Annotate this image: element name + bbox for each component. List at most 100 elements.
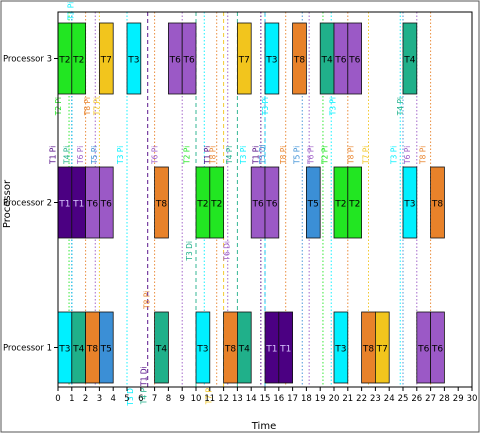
x-tick-label: 25 [398, 394, 409, 404]
x-tick-label: 24 [384, 394, 395, 404]
task-bar-label: T1 [279, 345, 291, 355]
task-bar [374, 311, 390, 384]
task-bar-label: T2 [334, 200, 346, 210]
task-bar [333, 311, 349, 384]
task-bar-label: T3 [265, 56, 277, 66]
task-bar-label: T6 [417, 345, 429, 355]
task-bar-label: T4 [320, 56, 332, 66]
x-tick-label: 2 [83, 394, 88, 404]
axes: 0 1 2 3 4 5 6 7 8 9 10 11 12 13 14 15 16 17 18 19 20 21 22 23 24… [3, 11, 478, 404]
task-bar-label: T4 [403, 56, 415, 66]
x-tick-label: 29 [453, 394, 464, 404]
task-bar-label: T8 [293, 56, 305, 66]
task-bar [347, 166, 362, 239]
event-label: T6 Pi [76, 146, 85, 165]
x-tick-label: 21 [342, 394, 353, 404]
x-tick-label: 8 [166, 394, 171, 404]
event-label: T7 Pi [204, 386, 213, 405]
event-label: T6 Pi [307, 146, 316, 165]
task-bar [99, 22, 114, 95]
event-label: T3 Pi [66, 2, 75, 21]
task-bar-label: T3 [334, 345, 346, 355]
x-tick-label: 27 [425, 394, 436, 404]
x-tick-label: 15 [260, 394, 271, 404]
task-bar-label: T5 [100, 345, 112, 355]
event-label: T3 Pi [389, 146, 398, 165]
task-bar-label: T8 [431, 200, 443, 210]
task-bar-label: T7 [238, 56, 250, 66]
event-label: T7 Pi [362, 146, 371, 165]
x-tick-label: 20 [329, 394, 340, 404]
event-label: T1 Pi [203, 146, 212, 165]
event-label: T4 Pi [62, 146, 71, 165]
task-bar-label: T1 [72, 200, 84, 210]
task-bar [154, 166, 169, 239]
x-tick-label: 12 [218, 394, 229, 404]
x-tick-label: 10 [191, 394, 202, 404]
event-label: T4 Pi [140, 386, 149, 405]
task-bar-label: T4 [72, 345, 84, 355]
task-bar-label: T6 [251, 200, 263, 210]
task-bar-label: T6 [265, 200, 277, 210]
x-tick-label: 4 [110, 394, 115, 404]
task-bar-label: T6 [86, 200, 98, 210]
task-bar [347, 22, 362, 95]
task-bar [292, 22, 307, 95]
task-bar [181, 22, 197, 95]
event-label: T2 Pi [182, 146, 191, 165]
x-tick-label: 30 [467, 394, 478, 404]
event-label: T6 Pi [403, 146, 412, 165]
event-label: T1 Di [140, 366, 149, 387]
y-tick-label: Processor 1 [3, 344, 52, 354]
task-bar-label: T8 [155, 200, 167, 210]
event-label: T5 Pi [293, 146, 302, 165]
event-label: T3 Di [126, 386, 135, 407]
task-bar [264, 22, 280, 95]
task-bar [195, 311, 211, 384]
x-tick-label: 18 [301, 394, 312, 404]
task-bar [99, 166, 114, 239]
x-tick-label: 17 [287, 394, 298, 404]
y-axis-label: Processor [2, 179, 13, 228]
task-bar [402, 166, 418, 239]
x-tick-label: 11 [204, 394, 215, 404]
task-bar [154, 311, 169, 384]
task-bar-label: T6 [348, 56, 360, 66]
task-bar [430, 166, 445, 239]
event-label: T2 Pi [320, 146, 329, 165]
event-label: T4 Pi [396, 97, 405, 116]
task-bar-label: T6 [169, 56, 181, 66]
x-tick-label: 22 [356, 394, 367, 404]
task-bar-label: T2 [196, 200, 208, 210]
event-label: T8 Pi [142, 291, 151, 310]
task-bar [126, 22, 142, 95]
task-bar [430, 311, 445, 384]
task-bar [305, 166, 321, 239]
task-bar [402, 22, 418, 95]
task-bar-label: T6 [100, 200, 112, 210]
task-bar-label: T3 [403, 200, 415, 210]
task-bar-label: T2 [58, 56, 70, 66]
event-label: T1 Pi [48, 146, 57, 165]
event-label: T5 Pi [90, 146, 99, 165]
y-tick-label: Processor 3 [3, 55, 52, 65]
event-label: T7 Pi [93, 97, 102, 116]
task-bar-label: T5 [307, 200, 319, 210]
event-label: T6 Pi [151, 146, 160, 165]
x-tick-label: 5 [124, 394, 129, 404]
task-bar [236, 311, 252, 384]
event-label: T3 Pi [261, 97, 270, 116]
task-bar-label: T1 [265, 345, 277, 355]
task-bar-label: T8 [224, 345, 236, 355]
event-label: T8 Pi [279, 146, 288, 165]
task-bar-label: T6 [334, 56, 346, 66]
task-bar-label: T8 [362, 345, 374, 355]
event-label: T6 Di [222, 241, 231, 262]
task-bar-label: T1 [58, 200, 70, 210]
x-tick-label: 1 [69, 394, 74, 404]
task-bar-label: T2 [210, 200, 222, 210]
event-label: T8 Pi [347, 146, 356, 165]
